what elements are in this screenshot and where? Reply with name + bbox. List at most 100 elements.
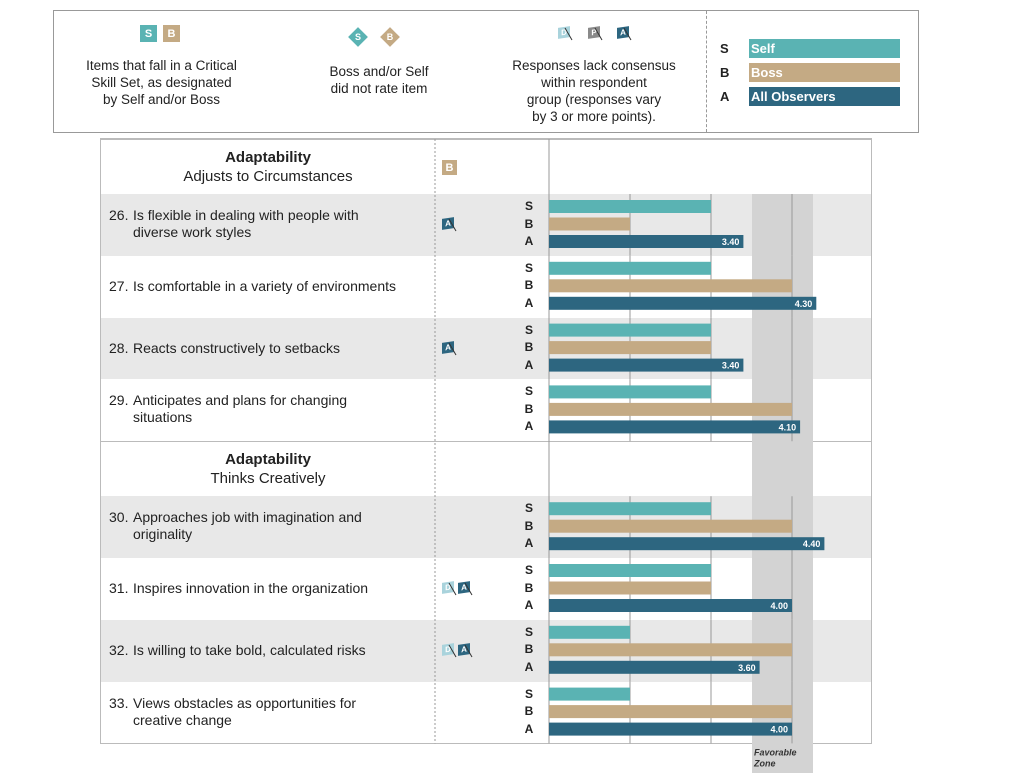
item-text: 28. Reacts constructively to setbacks: [109, 340, 340, 357]
item-number: 26.: [109, 207, 129, 223]
item-number: 30.: [109, 509, 129, 526]
row-letter: A: [524, 357, 534, 372]
key-letter-observers: A: [720, 89, 730, 104]
row-letter: S: [524, 322, 533, 337]
bar-self: [549, 687, 630, 701]
item-row: 29. Anticipates and plans for changing sit…: [101, 379, 871, 441]
bar-chart: 3.40 4.30 3.40 4.10 4.40 4.00 3.60 4.00 Favorabl…: [434, 139, 825, 773]
item-line: Is flexible in dealing with people with: [133, 207, 359, 223]
row-letter: A: [524, 721, 534, 736]
section-title-text: Adaptability: [225, 149, 311, 166]
item-row: 33. Views obstacles as opportunities for c…: [101, 682, 871, 744]
key-letter-self: S: [720, 41, 729, 56]
bar-observers: [549, 235, 744, 248]
item-line: originality: [133, 526, 193, 543]
item-line: Reacts constructively to setbacks: [133, 339, 340, 356]
item-text: 26. Is flexible in dealing with people wi…: [109, 207, 359, 241]
legend-divider: [706, 11, 707, 132]
section-title: Adaptability Adjusts to Circumstances: [101, 148, 435, 186]
favorable-zone-label: Favorable: [754, 747, 797, 757]
bar-boss: [549, 705, 792, 719]
bar-observers: [549, 296, 817, 310]
bar-boss: [549, 643, 792, 657]
item-number: 27.: [109, 277, 129, 294]
legend-panel: S B Items that fall in a Critical Skill …: [53, 10, 919, 133]
key-letter-boss: B: [720, 65, 730, 80]
item-line: Inspires innovation in the organization: [133, 580, 369, 596]
item-text: 32. Is willing to take bold, calculated r…: [109, 642, 366, 659]
row-letter: B: [524, 216, 534, 231]
section-subtitle: Thinks Creatively: [210, 470, 326, 488]
row-letter: A: [524, 234, 534, 248]
bar-observers: [549, 537, 825, 551]
not-rated-boss-diamond: B: [380, 27, 400, 47]
item-line: Approaches job with imagination and: [133, 509, 362, 526]
bar-self: [549, 261, 711, 275]
item-line: Is willing to take bold, calculated risk…: [133, 641, 366, 658]
bar-boss: [549, 279, 792, 293]
key-swatch-observers: All Observers: [749, 87, 900, 106]
item-text: 27. Is comfortable in a variety of enviro…: [109, 278, 396, 295]
row-letter: S: [524, 563, 533, 577]
section-title-text: Adaptability: [225, 451, 311, 469]
not-rated-self-diamond: S: [348, 27, 368, 47]
bar-self: [549, 200, 711, 213]
bar-value-label: 4.00: [770, 601, 788, 611]
item-number: 32.: [109, 641, 129, 658]
critical-boss-badge: B: [163, 25, 180, 42]
bar-self: [549, 323, 711, 337]
item-text: 29. Anticipates and plans for changing sit…: [109, 392, 347, 426]
key-swatch-boss: Boss: [749, 63, 900, 82]
bar-value-label: 4.00: [770, 725, 788, 735]
item-line: Is comfortable in a variety of environme…: [133, 277, 397, 294]
row-letter: S: [524, 199, 533, 213]
bar-value-label: 4.30: [795, 299, 813, 309]
critical-boss-badge: B: [442, 160, 457, 175]
row-letter: B: [524, 580, 534, 595]
bar-value-label: 4.10: [779, 422, 797, 432]
row-letter: A: [524, 598, 534, 612]
item-line: situations: [133, 409, 193, 426]
bar-observers: [549, 660, 760, 674]
row-letter: A: [524, 536, 534, 551]
item-row: 27. Is comfortable in a variety of enviro…: [101, 256, 871, 318]
bar-observers: [549, 358, 744, 372]
critical-self-badge: S: [140, 25, 157, 42]
not-rated-legend-text: Boss and/or Self did not rate item: [329, 64, 429, 96]
item-line: Views obstacles as opportunities for: [133, 694, 357, 711]
key-swatch-self: Self: [749, 39, 900, 58]
bar-self: [549, 502, 711, 516]
row-letter: S: [524, 260, 533, 275]
bar-observers: [549, 722, 792, 736]
bar-observers: [549, 599, 792, 612]
item-row: 28. Reacts constructively to setbacks A S B A: [101, 317, 871, 380]
row-letter: B: [524, 518, 534, 533]
section-subtitle: Adjusts to Circumstances: [183, 168, 353, 185]
item-row: 31. Inspires innovation in the organizati…: [109, 563, 534, 612]
row-letter: S: [524, 624, 533, 639]
critical-skill-legend-text: Items that fall in a Critical Skill Set,…: [86, 58, 237, 107]
item-text: 30. Approaches job with imagination and or…: [109, 509, 362, 543]
bar-self: [549, 625, 630, 639]
bar-observers: [549, 420, 801, 434]
consensus-legend-text: Responses lack consensus within responde…: [512, 58, 676, 124]
row-letter: B: [524, 340, 534, 355]
row-letter: B: [524, 278, 534, 293]
row-letter: A: [524, 295, 534, 310]
bar-boss: [549, 402, 792, 416]
row-letter: S: [524, 384, 533, 399]
ratings-table: Adaptability Adjusts to Circumstances B 26.…: [100, 138, 872, 773]
bar-self: [549, 564, 711, 577]
row-letter: A: [524, 659, 534, 674]
favorable-zone-label: Zone: [753, 758, 776, 768]
bar-self: [549, 385, 711, 399]
section-title: Adaptability Thinks Creatively: [101, 450, 435, 488]
bar-boss: [549, 217, 630, 231]
row-letter: A: [524, 419, 534, 434]
bar-value-label: 3.40: [722, 237, 740, 247]
bar-value-label: 3.40: [722, 361, 740, 371]
row-letter: S: [524, 686, 533, 701]
bar-boss: [549, 581, 711, 595]
bar-value-label: 4.40: [803, 539, 821, 549]
row-letter: B: [524, 401, 534, 416]
